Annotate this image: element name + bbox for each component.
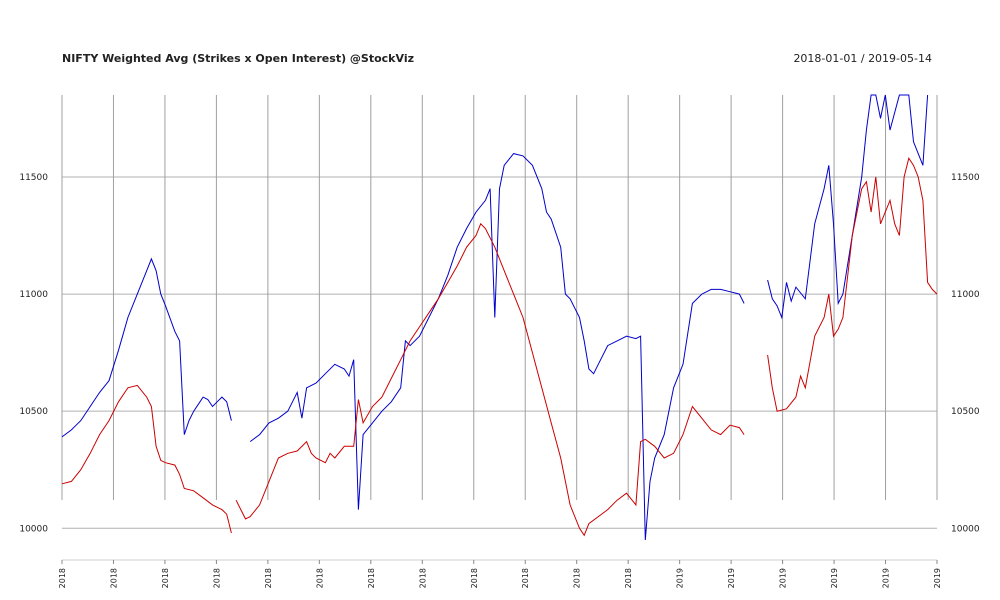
chart-title: NIFTY Weighted Avg (Strikes x Open Inter… xyxy=(62,52,414,65)
blue-series-line-segment-2 xyxy=(249,153,745,541)
x-tick-label: 2018 xyxy=(367,568,376,588)
y-tick-label-left: 10000 xyxy=(19,524,48,534)
blue-series-line-segment-3 xyxy=(767,94,929,320)
x-tick-label: 2018 xyxy=(109,568,118,588)
x-tick-label: 2018 xyxy=(470,568,479,588)
x-tick-label: 2018 xyxy=(418,568,427,588)
date-range: 2018-01-01 / 2019-05-14 xyxy=(793,52,932,65)
y-tick-label-left: 10500 xyxy=(19,407,48,417)
x-tick-label: 2018 xyxy=(58,568,67,588)
red-series-line-segment-2 xyxy=(235,222,745,537)
red-series-line-segment-3 xyxy=(767,156,938,412)
red-series-line-segment-1 xyxy=(61,384,232,534)
x-tick-label: 2018 xyxy=(161,568,170,588)
series-layer xyxy=(61,94,938,541)
x-tick-label: 2019 xyxy=(676,568,685,588)
axis-layer: 10000 10000 10500 10500 11000 11000 11500 11500… xyxy=(19,173,980,588)
grid-layer xyxy=(61,95,938,529)
y-tick-label-right: 11500 xyxy=(951,173,980,183)
x-tick-label: 2018 xyxy=(573,568,582,588)
blue-series-line-segment-1 xyxy=(61,257,232,438)
x-tick-label: 2018 xyxy=(315,568,324,588)
y-tick-label-left: 11500 xyxy=(19,173,48,183)
x-tick-label: 2018 xyxy=(521,568,530,588)
x-tick-label: 2019 xyxy=(727,568,736,588)
x-tick-label: 2018 xyxy=(624,568,633,588)
y-tick-label-right: 10500 xyxy=(951,407,980,417)
x-tick-label: 2019 xyxy=(882,568,891,588)
x-tick-label: 2019 xyxy=(779,568,788,588)
y-tick-label-right: 11000 xyxy=(951,290,980,300)
y-tick-label-left: 11000 xyxy=(19,290,48,300)
x-tick-label: 2019 xyxy=(830,568,839,588)
x-tick-label: 2018 xyxy=(212,568,221,588)
x-tick-label: 2019 xyxy=(933,568,942,588)
x-tick-label: 2018 xyxy=(264,568,273,588)
y-tick-label-right: 10000 xyxy=(951,524,980,534)
